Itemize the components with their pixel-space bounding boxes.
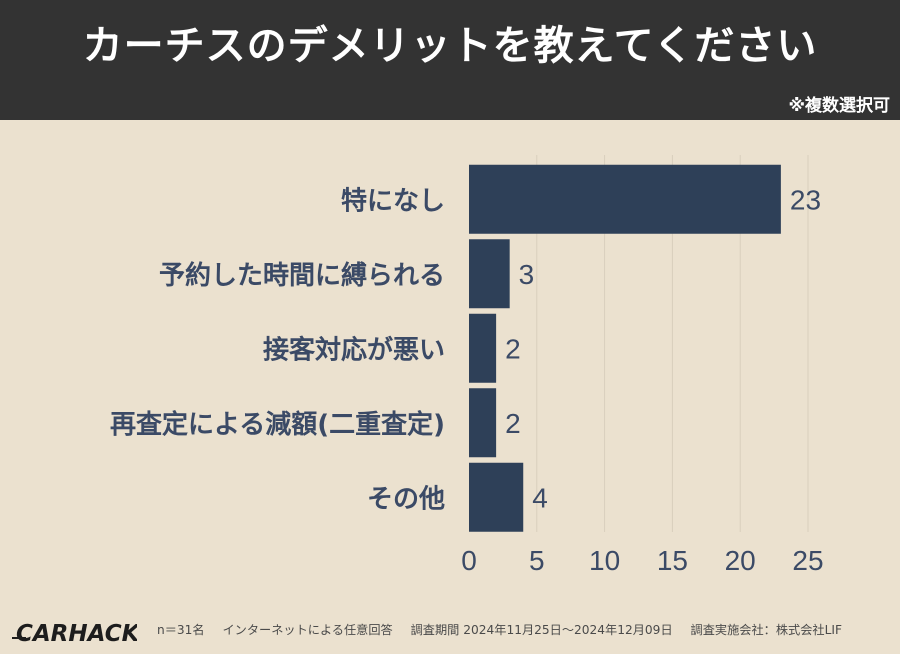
header-banner: カーチスのデメリットを教えてください ※複数選択可 [0, 0, 900, 120]
x-tick-label: 5 [529, 545, 545, 576]
bars [469, 164, 781, 532]
x-tick-label: 0 [461, 545, 477, 576]
bar [469, 164, 781, 234]
bar-chart: 特になし予約した時間に縛られる接客対応が悪い再査定による減額(二重査定)その他 … [110, 155, 824, 576]
sample-size: n＝31名 [157, 623, 205, 637]
category-label: 予約した時間に縛られる [159, 260, 445, 291]
data-label: 2 [505, 408, 521, 439]
carhack-logo: CARHACK [12, 621, 137, 646]
survey-info: n＝31名 インターネットによる任意回答 調査期間 2024年11月25日〜20… [157, 622, 856, 638]
data-label: 2 [505, 333, 521, 364]
footer: CARHACK n＝31名 インターネットによる任意回答 調査期間 2024年1… [12, 612, 888, 648]
bar [469, 239, 510, 309]
category-label: 接客対応が悪い [263, 334, 445, 365]
x-tick-label: 10 [589, 545, 620, 576]
survey-period: 調査期間 2024年11月25日〜2024年12月09日 [410, 623, 673, 637]
bar [469, 462, 524, 532]
page-title: カーチスのデメリットを教えてください [82, 23, 818, 69]
data-label: 4 [532, 482, 548, 513]
bar [469, 388, 497, 458]
category-label: その他 [367, 484, 445, 514]
x-tick-label: 20 [725, 545, 756, 576]
x-tick-label: 25 [792, 545, 823, 576]
x-tick-label: 15 [657, 545, 688, 576]
survey-method: インターネットによる任意回答 [222, 623, 393, 637]
data-label: 3 [519, 259, 535, 290]
logo-text: CARHACK [16, 621, 137, 646]
bar [469, 313, 497, 383]
data-label: 23 [790, 184, 821, 215]
category-label: 特になし [341, 185, 445, 216]
x-axis-ticks: 0 5 10 15 20 25 [461, 545, 823, 576]
value-labels: 23 3 2 2 4 [505, 184, 821, 513]
category-label: 再査定による減額(二重査定) [110, 409, 445, 440]
survey-company: 調査実施会社：株式会社LIF [690, 623, 842, 637]
multiple-choice-note: ※複数選択可 [788, 96, 890, 116]
